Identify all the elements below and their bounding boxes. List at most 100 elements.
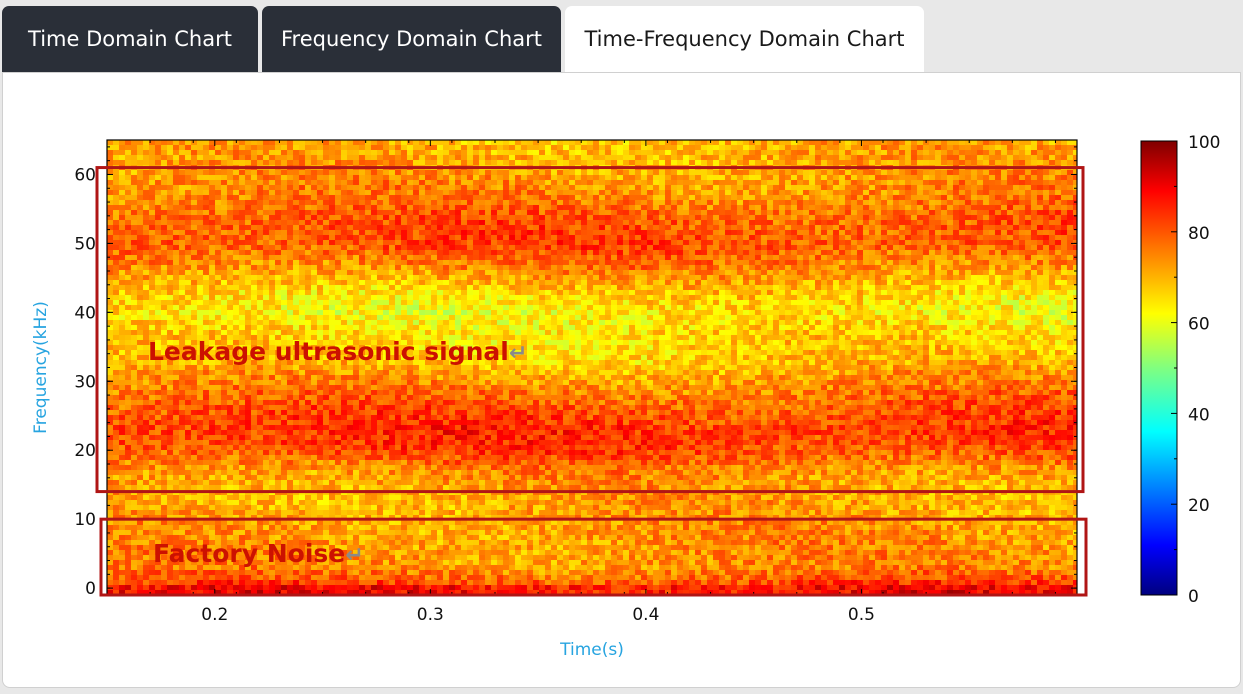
heatmap-cell (833, 220, 839, 225)
heatmap-cell (887, 195, 893, 200)
heatmap-cell (563, 190, 569, 195)
heatmap-cell (923, 235, 929, 240)
heatmap-cell (275, 210, 281, 215)
heatmap-cell (455, 230, 461, 235)
heatmap-cell (803, 250, 809, 255)
tab-frequency-domain-chart[interactable]: Frequency Domain Chart (262, 6, 561, 72)
heatmap-cell (929, 150, 935, 155)
heatmap-cell (425, 285, 431, 290)
heatmap-cell (245, 145, 251, 150)
heatmap-cell (479, 240, 485, 245)
heatmap-cell (1031, 225, 1037, 230)
heatmap-cell (893, 200, 899, 205)
heatmap-cell (965, 145, 971, 150)
heatmap-cell (485, 220, 491, 225)
heatmap-cell (683, 145, 689, 150)
heatmap-cell (131, 270, 137, 275)
heatmap-cell (713, 235, 719, 240)
heatmap-cell (395, 200, 401, 205)
heatmap-cell (155, 270, 161, 275)
heatmap-cell (1055, 280, 1061, 285)
heatmap-cell (389, 200, 395, 205)
heatmap-cell (815, 145, 821, 150)
heatmap-cell (683, 175, 689, 180)
heatmap-cell (929, 190, 935, 195)
heatmap-cell (125, 150, 131, 155)
heatmap-cell (341, 150, 347, 155)
heatmap-cell (587, 190, 593, 195)
heatmap-cell (341, 195, 347, 200)
heatmap-cell (875, 270, 881, 275)
heatmap-cell (593, 200, 599, 205)
heatmap-cell (773, 220, 779, 225)
heatmap-cell (329, 270, 335, 275)
heatmap-cell (665, 220, 671, 225)
heatmap-cell (1037, 265, 1043, 270)
heatmap-cell (269, 180, 275, 185)
heatmap-cell (107, 220, 113, 225)
heatmap-cell (995, 205, 1001, 210)
heatmap-cell (467, 190, 473, 195)
heatmap-cell (869, 185, 875, 190)
heatmap-cell (905, 230, 911, 235)
heatmap-cell (653, 240, 659, 245)
heatmap-cell (515, 275, 521, 280)
heatmap-cell (569, 200, 575, 205)
heatmap-cell (1055, 195, 1061, 200)
heatmap-cell (203, 280, 209, 285)
heatmap-cell (341, 250, 347, 255)
heatmap-cell (647, 230, 653, 235)
heatmap-cell (749, 145, 755, 150)
heatmap-cell (683, 275, 689, 280)
heatmap-cell (119, 250, 125, 255)
heatmap-cell (1001, 195, 1007, 200)
heatmap-cell (563, 260, 569, 265)
heatmap-cell (473, 150, 479, 155)
heatmap-cell (317, 290, 323, 295)
heatmap-cell (527, 175, 533, 180)
heatmap-cell (665, 150, 671, 155)
heatmap-cell (395, 150, 401, 155)
heatmap-cell (617, 250, 623, 255)
heatmap-cell (455, 215, 461, 220)
heatmap-cell (599, 205, 605, 210)
heatmap-cell (263, 210, 269, 215)
heatmap-cell (461, 170, 467, 175)
heatmap-cell (647, 250, 653, 255)
heatmap-cell (587, 245, 593, 250)
heatmap-cell (221, 205, 227, 210)
heatmap-cell (191, 260, 197, 265)
heatmap-cell (125, 250, 131, 255)
heatmap-cell (551, 255, 557, 260)
heatmap-cell (491, 260, 497, 265)
heatmap-cell (467, 245, 473, 250)
heatmap-cell (815, 275, 821, 280)
heatmap-cell (149, 205, 155, 210)
heatmap-cell (1019, 225, 1025, 230)
heatmap-cell (767, 150, 773, 155)
heatmap-cell (461, 235, 467, 240)
heatmap-cell (695, 170, 701, 175)
heatmap-cell (341, 230, 347, 235)
heatmap-cell (329, 150, 335, 155)
heatmap-cell (389, 190, 395, 195)
heatmap-cell (977, 240, 983, 245)
tab-time-domain-chart[interactable]: Time Domain Chart (2, 6, 258, 72)
tab-time-frequency-domain-chart[interactable]: Time-Frequency Domain Chart (565, 6, 924, 72)
heatmap-cell (623, 280, 629, 285)
heatmap-cell (671, 190, 677, 195)
heatmap-cell (521, 180, 527, 185)
heatmap-cell (161, 225, 167, 230)
heatmap-cell (605, 190, 611, 195)
heatmap-cell (611, 265, 617, 270)
heatmap-cell (125, 265, 131, 270)
heatmap-cell (623, 185, 629, 190)
heatmap-cell (887, 225, 893, 230)
heatmap-cell (665, 160, 671, 165)
heatmap-cell (287, 180, 293, 185)
heatmap-cell (1043, 210, 1049, 215)
heatmap-cell (833, 265, 839, 270)
heatmap-cell (845, 230, 851, 235)
heatmap-cell (185, 195, 191, 200)
heatmap-cell (263, 275, 269, 280)
